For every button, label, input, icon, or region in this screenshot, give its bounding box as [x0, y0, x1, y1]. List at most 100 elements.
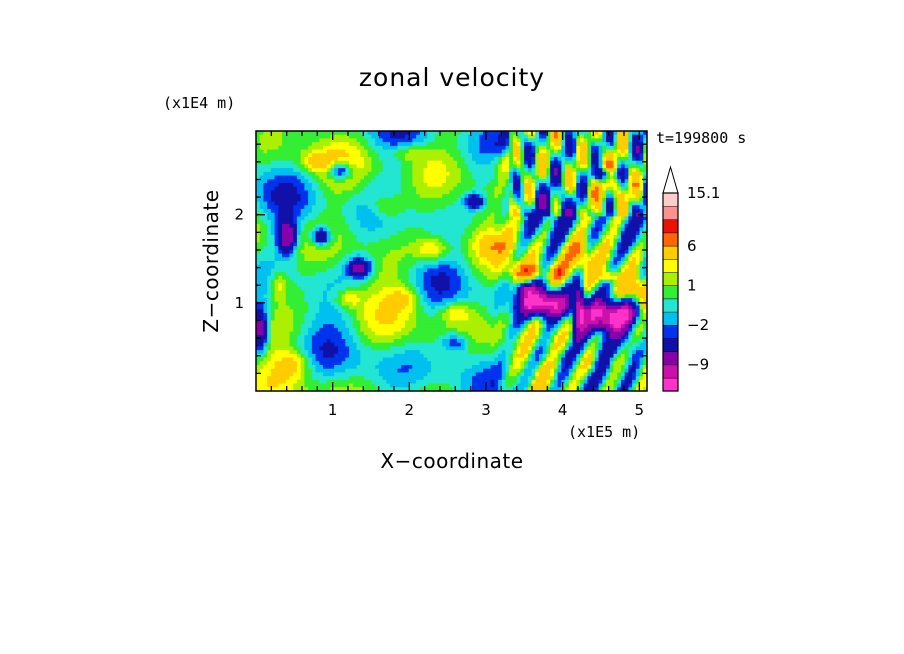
field-cell	[628, 320, 633, 325]
field-cell	[635, 372, 641, 377]
field-cell	[565, 183, 574, 188]
field-cell	[546, 383, 551, 388]
field-cell	[263, 353, 268, 359]
field-cell	[300, 361, 306, 366]
field-cell	[520, 327, 525, 333]
field-cell	[494, 212, 503, 218]
field-cell	[579, 272, 585, 277]
field-cell	[531, 235, 536, 240]
field-cell	[431, 231, 466, 236]
field-cell	[475, 249, 481, 255]
field-cell	[520, 168, 525, 173]
field-cell	[535, 279, 544, 284]
field-cell	[602, 205, 607, 210]
field-cell	[617, 164, 622, 169]
field-cell	[263, 194, 272, 199]
field-cell	[259, 134, 283, 140]
field-cell	[475, 212, 492, 218]
field-cell	[490, 160, 499, 166]
field-cell	[598, 320, 603, 325]
field-cell	[628, 264, 637, 270]
field-cell	[471, 387, 499, 391]
field-cell	[423, 168, 447, 173]
field-cell	[568, 283, 581, 288]
field-cell	[587, 246, 592, 251]
field-cell	[494, 305, 499, 310]
field-cell	[360, 220, 384, 225]
field-cell	[546, 339, 551, 344]
field-cell	[598, 383, 603, 388]
field-cell	[256, 164, 298, 169]
field-cell	[539, 253, 544, 258]
field-cell	[382, 257, 402, 262]
field-cell	[263, 301, 268, 307]
y-tick-label: 1	[234, 294, 244, 312]
field-cell	[412, 179, 425, 184]
field-cell	[583, 246, 589, 251]
field-cell	[464, 231, 473, 236]
field-cell	[542, 268, 548, 273]
field-cell	[434, 134, 458, 140]
field-cell	[296, 268, 328, 273]
field-cell	[576, 261, 589, 266]
y-unit-label: (x1E4 m)	[163, 94, 235, 112]
field-cell	[371, 160, 384, 166]
field-cell	[550, 157, 555, 162]
field-cell	[319, 175, 328, 180]
field-cell	[565, 153, 570, 158]
field-cell	[639, 190, 644, 195]
field-cell	[300, 235, 309, 240]
field-cell	[565, 179, 574, 184]
field-cell	[520, 242, 529, 247]
field-cell	[416, 268, 428, 273]
field-cell	[594, 223, 603, 229]
field-cell	[337, 171, 343, 177]
field-cell	[352, 249, 369, 255]
field-cell	[256, 346, 265, 351]
field-cell	[524, 268, 529, 273]
field-cell	[527, 387, 533, 391]
field-cell	[412, 138, 425, 143]
field-cell	[609, 279, 615, 284]
field-cell	[587, 190, 592, 195]
field-cell	[557, 339, 566, 344]
field-cell	[256, 209, 265, 214]
field-cell	[609, 313, 629, 318]
field-cell	[579, 171, 589, 177]
field-cell	[498, 353, 507, 359]
field-cell	[620, 342, 626, 348]
field-cell	[408, 316, 417, 322]
field-cell	[572, 153, 577, 158]
field-cell	[553, 209, 559, 214]
field-cell	[371, 268, 376, 273]
field-cell	[535, 164, 540, 169]
field-cell	[349, 160, 365, 166]
field-cell	[550, 164, 562, 169]
field-cell	[483, 283, 495, 288]
field-cell	[263, 316, 268, 322]
field-cell	[416, 379, 462, 385]
field-cell	[576, 168, 589, 173]
field-cell	[289, 342, 298, 348]
field-cell	[408, 145, 458, 151]
field-cell	[632, 190, 641, 195]
field-cell	[509, 324, 514, 329]
field-cell	[293, 253, 298, 258]
field-cell	[565, 339, 570, 344]
field-cell	[520, 216, 525, 221]
field-cell	[594, 186, 600, 192]
field-cell	[561, 365, 566, 370]
field-cell	[579, 365, 589, 370]
field-cell	[557, 365, 562, 370]
field-cell	[300, 368, 306, 374]
field-cell	[617, 275, 637, 281]
field-cell	[516, 134, 521, 140]
field-cell	[509, 287, 514, 292]
field-cell	[326, 231, 332, 236]
field-cell	[341, 294, 346, 299]
field-cell	[572, 357, 577, 362]
field-cell	[553, 157, 559, 162]
field-cell	[587, 346, 596, 351]
field-cell	[572, 376, 577, 381]
field-cell	[367, 153, 380, 158]
